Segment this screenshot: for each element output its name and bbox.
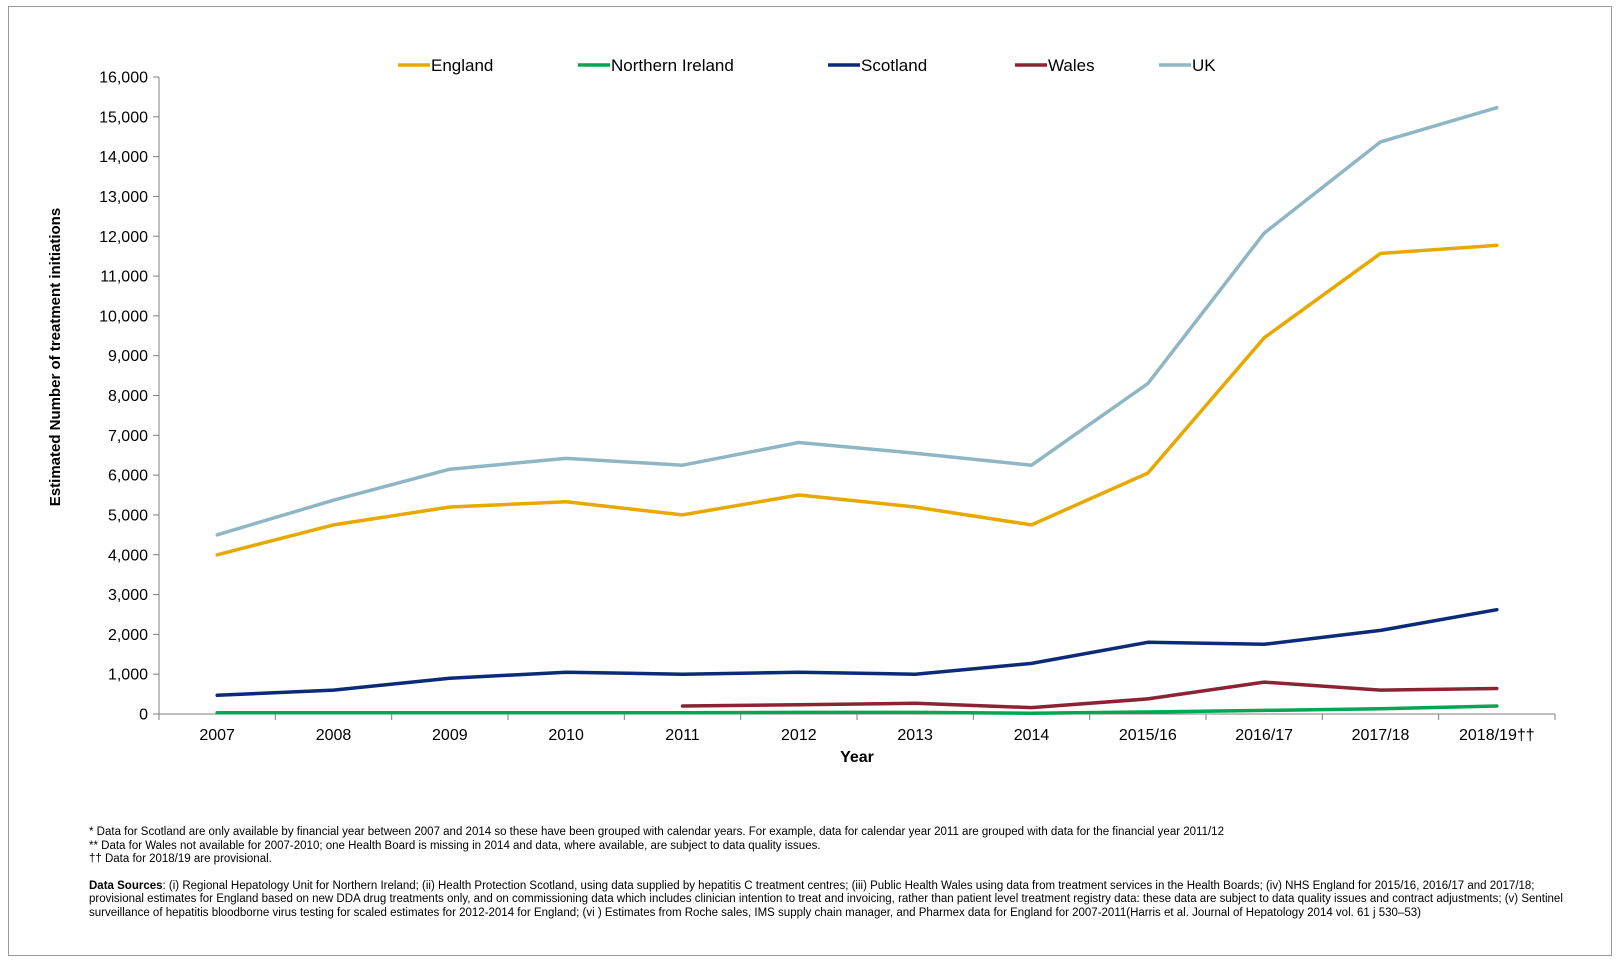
y-tick-label: 13,000: [99, 189, 148, 206]
footnote-provisional: †† Data for 2018/19 are provisional.: [89, 853, 272, 865]
legend: England Northern Ireland Scotland Wales UK: [398, 56, 1216, 75]
legend-label-scotland: Scotland: [861, 56, 927, 75]
chart-frame: [8, 6, 1612, 956]
x-tick-label: 2008: [316, 727, 352, 744]
data-sources: Data Sources: (i) Regional Hepatology Un…: [89, 880, 1589, 921]
y-tick-label: 16,000: [99, 70, 148, 87]
y-tick-label: 2,000: [108, 627, 148, 644]
x-axis-label: Year: [840, 749, 874, 766]
y-tick-label: 12,000: [99, 229, 148, 246]
data-sources-text: : (i) Regional Hepatology Unit for North…: [89, 879, 1563, 919]
y-tick-label: 1,000: [108, 667, 148, 684]
legend-label-northern-ireland: Northern Ireland: [611, 56, 734, 75]
x-tick-label: 2016/17: [1235, 727, 1293, 744]
legend-label-wales: Wales: [1048, 56, 1095, 75]
x-tick-label: 2017/18: [1352, 727, 1410, 744]
series-line-northern-ireland: [215, 704, 1499, 715]
x-tick-label: 2013: [897, 727, 933, 744]
y-tick-label: 9,000: [108, 348, 148, 365]
legend-label-england: England: [431, 56, 493, 75]
y-tick-label: 0: [139, 707, 148, 724]
series-line-scotland: [215, 607, 1499, 698]
series-line-uk: [215, 105, 1499, 537]
y-tick-label: 8,000: [108, 388, 148, 405]
footnote-wales: ** Data for Wales not available for 2007…: [89, 839, 821, 852]
x-tick-label: 2014: [1014, 727, 1050, 744]
y-axis: 0 1,000 2,000 3,000 4,000 5,000 6,000 7,000 8,00…: [99, 70, 160, 724]
y-tick-label: 7,000: [108, 428, 148, 445]
y-tick-label: 6,000: [108, 468, 148, 485]
x-tick-label: 2011: [665, 727, 700, 744]
x-tick-label: 2018/19††: [1459, 727, 1535, 744]
y-tick-label: 14,000: [99, 149, 148, 166]
series-line-england: [215, 243, 1499, 557]
data-sources-label: Data Sources: [89, 879, 163, 892]
series-lines: [215, 105, 1499, 715]
y-tick-label: 11,000: [100, 269, 148, 286]
x-tick-label: 2009: [432, 727, 468, 744]
x-tick-label: 2007: [199, 727, 235, 744]
y-tick-label: 3,000: [108, 587, 148, 604]
chart-notes: * Data for Scotland are only available b…: [89, 826, 1589, 920]
legend-label-uk: UK: [1192, 56, 1216, 75]
series-line-wales: [680, 680, 1499, 710]
y-tick-label: 15,000: [99, 109, 148, 126]
line-chart: 0 1,000 2,000 3,000 4,000 5,000 6,000 7,000 8,00…: [47, 56, 1556, 766]
y-tick-label: 10,000: [99, 308, 148, 325]
y-tick-label: 5,000: [108, 507, 148, 524]
x-tick-label: 2015/16: [1119, 727, 1177, 744]
x-tick-label: 2010: [548, 727, 584, 744]
x-axis: 2007 2008 2009 2010 2011 2012 2013 2014 2015/16 2…: [158, 713, 1556, 744]
x-tick-label: 2012: [781, 727, 817, 744]
y-axis-label: Estimated Number of treatment initiation…: [47, 208, 64, 506]
y-tick-label: 4,000: [108, 547, 148, 564]
footnote-scotland: * Data for Scotland are only available b…: [89, 826, 1224, 838]
